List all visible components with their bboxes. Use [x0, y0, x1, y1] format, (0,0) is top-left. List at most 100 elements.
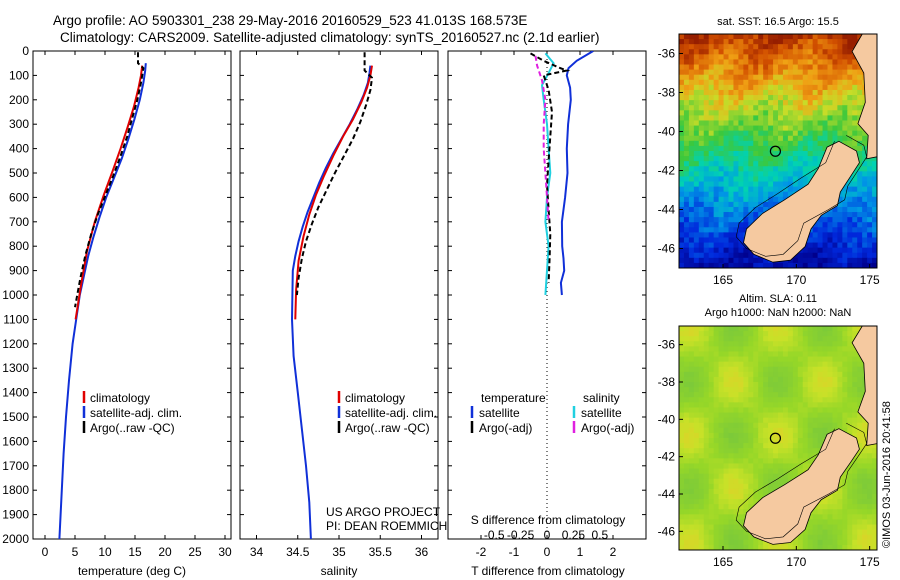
map-cell [832, 539, 838, 546]
map-cell [827, 217, 834, 223]
map-cell [773, 544, 779, 550]
map-cell [832, 382, 838, 388]
map-cell [817, 387, 824, 393]
map-cell [768, 191, 774, 198]
map-cell [718, 458, 725, 465]
map-cell [802, 366, 809, 373]
map-cell [857, 176, 863, 183]
map-cell [837, 257, 843, 264]
map-cell [842, 34, 848, 40]
y-tick-label: 900 [9, 264, 29, 278]
map-cell [797, 156, 804, 162]
map-cell [792, 366, 799, 373]
map-cell [763, 417, 769, 424]
map-cell [832, 64, 838, 71]
map-cell [822, 222, 829, 228]
map-cell [753, 432, 759, 439]
map-cell [837, 232, 843, 239]
map-cell [718, 242, 725, 249]
depth-contour [735, 135, 868, 257]
map-cell [683, 524, 690, 531]
map-cell [703, 463, 710, 470]
map-cell [787, 366, 794, 373]
map-cell [857, 252, 863, 259]
map-cell [733, 494, 739, 500]
map-cell [693, 44, 700, 50]
map-cell [782, 166, 789, 172]
map-cell [753, 417, 759, 424]
map-cell [713, 407, 720, 414]
map-cell [827, 44, 834, 50]
map-cell [708, 529, 715, 536]
map-cell [778, 39, 784, 45]
map-cell [743, 392, 749, 398]
map-cell [827, 366, 834, 373]
map-cell [847, 227, 853, 233]
map-cell [683, 539, 690, 546]
map-cell [698, 135, 705, 142]
map-cell [862, 519, 868, 526]
map-cell [688, 514, 695, 521]
map-cell [679, 514, 685, 521]
map-cell [723, 201, 730, 208]
map-cell [758, 336, 764, 342]
map-cell [688, 402, 695, 409]
map-cell [703, 448, 710, 454]
map-cell [708, 361, 715, 368]
map-cell [703, 473, 710, 480]
map-cell [723, 186, 730, 193]
map-cell [679, 171, 685, 178]
map-cell [758, 100, 764, 106]
map-cell [792, 412, 799, 419]
map-cell [872, 196, 877, 203]
map-cell [683, 473, 690, 480]
map-cell [679, 376, 685, 383]
map-cell [679, 54, 685, 61]
map-cell [723, 212, 730, 218]
map-cell [683, 432, 690, 439]
map-cell [827, 402, 834, 409]
map-cell [693, 181, 700, 188]
map-cell [693, 135, 700, 142]
map-cell [728, 115, 735, 122]
map-cell [787, 438, 794, 444]
map-cell [812, 514, 819, 521]
x-tick-label: 5 [72, 545, 79, 559]
map-cell [807, 529, 814, 536]
map-cell [738, 242, 744, 249]
y-tick-label: 1900 [2, 508, 29, 522]
map-cell [679, 34, 685, 40]
map-cell [792, 34, 799, 40]
map-cell [852, 191, 858, 198]
depth-contour [735, 422, 868, 540]
map-cell [832, 387, 838, 393]
map-cell [782, 120, 789, 127]
map-cell [698, 44, 705, 50]
map-cell [787, 341, 794, 347]
map-cell [827, 427, 834, 434]
map-cell [837, 54, 843, 61]
map-cell [852, 412, 858, 419]
map-cell [822, 534, 829, 541]
map-cell [728, 397, 735, 403]
map-cell [802, 130, 809, 137]
map-cell [792, 64, 799, 71]
map-cell [827, 371, 834, 378]
map-cell [698, 544, 705, 550]
map-cell [857, 478, 863, 485]
map-cell [723, 69, 730, 76]
map-cell [787, 417, 794, 424]
map-cell [832, 89, 838, 96]
map-cell [708, 171, 715, 178]
map-cell [787, 473, 794, 480]
map-cell [718, 191, 725, 198]
map-cell [802, 74, 809, 81]
map-cell [718, 206, 725, 213]
south-island-land [743, 428, 860, 545]
map-cell [693, 432, 700, 439]
map-cell [768, 427, 774, 434]
map-cell [708, 237, 715, 244]
map-cell [718, 422, 725, 429]
map-cell [792, 120, 799, 127]
map-cell [748, 463, 754, 470]
